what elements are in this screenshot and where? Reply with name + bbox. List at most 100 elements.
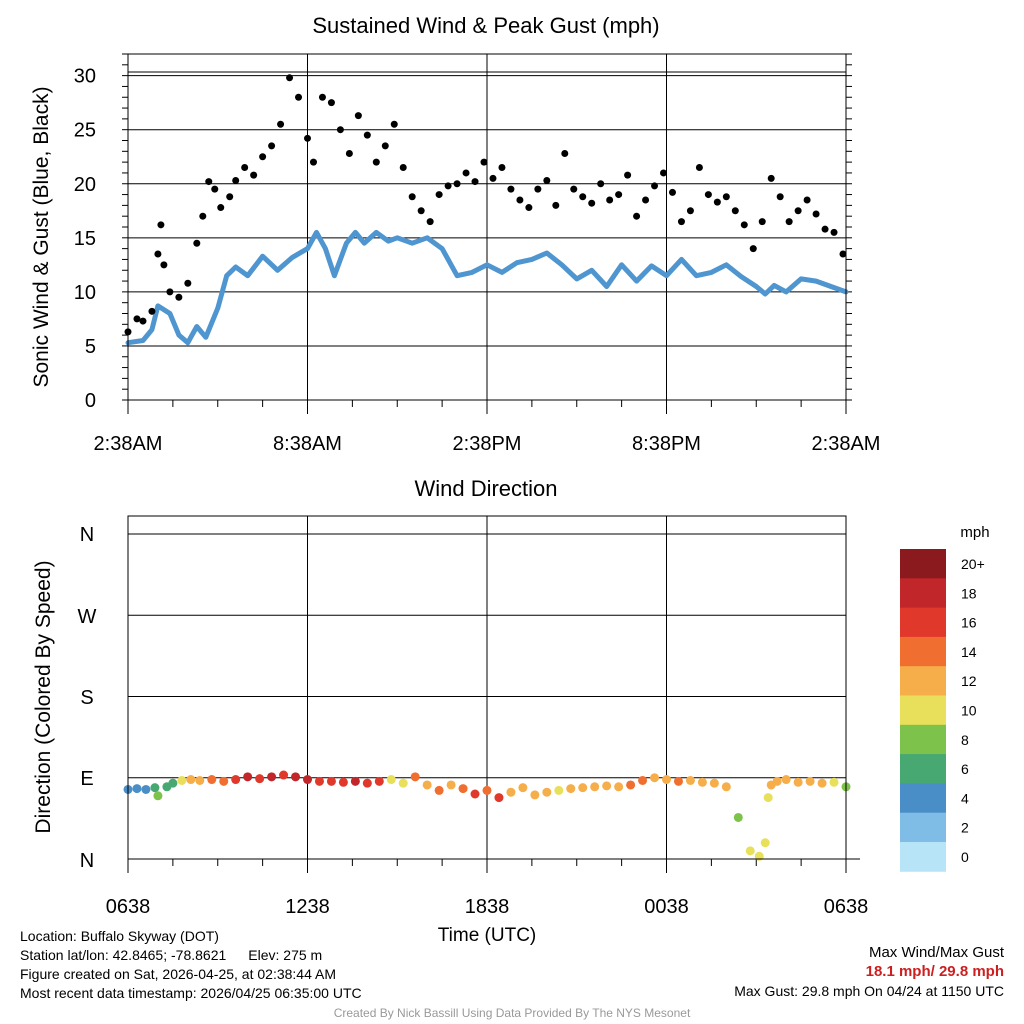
bottom-y-tick-label: N (80, 850, 94, 872)
gust-point (534, 185, 542, 193)
direction-point (602, 781, 612, 791)
top-y-ticks: 0 5 10 15 20 25 30 (74, 66, 96, 412)
peak-gust-series (124, 74, 847, 336)
gust-point (175, 293, 183, 301)
gust-point (462, 169, 470, 177)
direction-point (446, 780, 456, 790)
latlon-row: Station lat/lon: 42.8465; -78.8621 Elev: … (20, 946, 362, 965)
gust-point (211, 185, 219, 193)
gust-point (498, 164, 506, 172)
direction-point (542, 787, 552, 797)
direction-point (326, 776, 336, 786)
gust-point (327, 99, 335, 107)
direction-point (186, 775, 196, 785)
direction-point (763, 793, 773, 803)
direction-point (506, 787, 516, 797)
direction-point (554, 785, 564, 795)
gust-point (651, 182, 659, 190)
direction-point (518, 783, 528, 793)
gust-point (471, 178, 479, 186)
gust-point (794, 207, 802, 215)
gust-point (722, 193, 730, 201)
gust-point (543, 177, 551, 185)
gust-point (268, 142, 276, 150)
gust-point (318, 93, 326, 101)
direction-point (153, 791, 163, 801)
gust-point (660, 169, 668, 177)
gust-point (184, 279, 192, 287)
gust-point (286, 74, 294, 82)
direction-point (673, 776, 683, 786)
direction-point (650, 773, 660, 783)
bottom-y-tick-label: E (80, 768, 93, 790)
direction-point (386, 775, 396, 785)
direction-point (243, 772, 253, 782)
direction-point (141, 784, 151, 794)
gust-point (525, 204, 533, 212)
legend-label: 0 (961, 849, 969, 865)
gust-point (166, 288, 174, 296)
legend-swatch (900, 783, 946, 814)
direction-point (338, 777, 348, 787)
gust-point (480, 158, 488, 166)
legend-swatch (900, 724, 946, 755)
top-y-tick-label: 10 (74, 282, 96, 304)
legend-label: 10 (961, 703, 977, 719)
max-heading: Max Wind/Max Gust (868, 944, 1004, 961)
bottom-x-tick-label: 0038 (644, 896, 689, 918)
direction-point (207, 775, 217, 785)
top-y-tick-label: 25 (74, 120, 96, 142)
gust-point (336, 126, 344, 134)
direction-point (132, 784, 142, 794)
direction-point (578, 783, 588, 793)
legend-label: 14 (961, 644, 977, 660)
bottom-chart-title: Wind Direction (414, 476, 557, 501)
gust-point (408, 193, 416, 201)
gust-point (372, 158, 380, 166)
bottom-x-tick-label: 1238 (285, 896, 330, 918)
gust-point (642, 196, 650, 204)
gust-point (139, 317, 147, 325)
direction-point (721, 782, 731, 792)
gust-point (226, 193, 234, 201)
direction-point (817, 778, 827, 788)
direction-point (422, 780, 432, 790)
latlon-text: Station lat/lon: 42.8465; -78.8621 (20, 947, 227, 963)
direction-point (685, 775, 695, 785)
direction-point (374, 776, 384, 786)
top-y-tick-label: 0 (85, 390, 96, 412)
direction-point (590, 782, 600, 792)
speed-legend: 20+ 18 16 14 12 10 8 6 4 2 0 (900, 549, 985, 872)
direction-point (626, 780, 636, 790)
gust-point (552, 201, 560, 209)
gust-point (304, 134, 311, 142)
direction-point (303, 775, 312, 785)
direction-point (362, 778, 372, 788)
max-info: Max Wind/Max Gust 18.1 mph/ 29.8 mph Max… (734, 943, 1004, 1001)
gust-point (157, 221, 165, 229)
direction-point (177, 775, 187, 785)
elevation-text: Elev: 275 m (248, 947, 323, 963)
gust-point (668, 188, 676, 196)
gust-point (821, 225, 829, 233)
max-values: 18.1 mph/ 29.8 mph (865, 963, 1004, 980)
sustained-wind-line (125, 229, 849, 346)
direction-point (279, 770, 289, 780)
location-text: Location: Buffalo Skyway (DOT) (20, 928, 219, 944)
bottom-chart-grid (127, 516, 860, 873)
direction-point (805, 776, 815, 786)
direction-point (482, 785, 492, 795)
gust-point (160, 261, 168, 269)
gust-point (686, 207, 694, 215)
gust-point (624, 171, 632, 179)
direction-point (398, 778, 408, 788)
gust-point (516, 196, 524, 204)
gust-point (217, 204, 225, 212)
gust-point (579, 193, 587, 201)
gust-point (148, 307, 156, 315)
direction-point (267, 772, 277, 782)
legend-label: 8 (961, 732, 969, 748)
gust-point (232, 177, 240, 185)
gust-point (812, 210, 820, 218)
gust-point (677, 218, 685, 226)
